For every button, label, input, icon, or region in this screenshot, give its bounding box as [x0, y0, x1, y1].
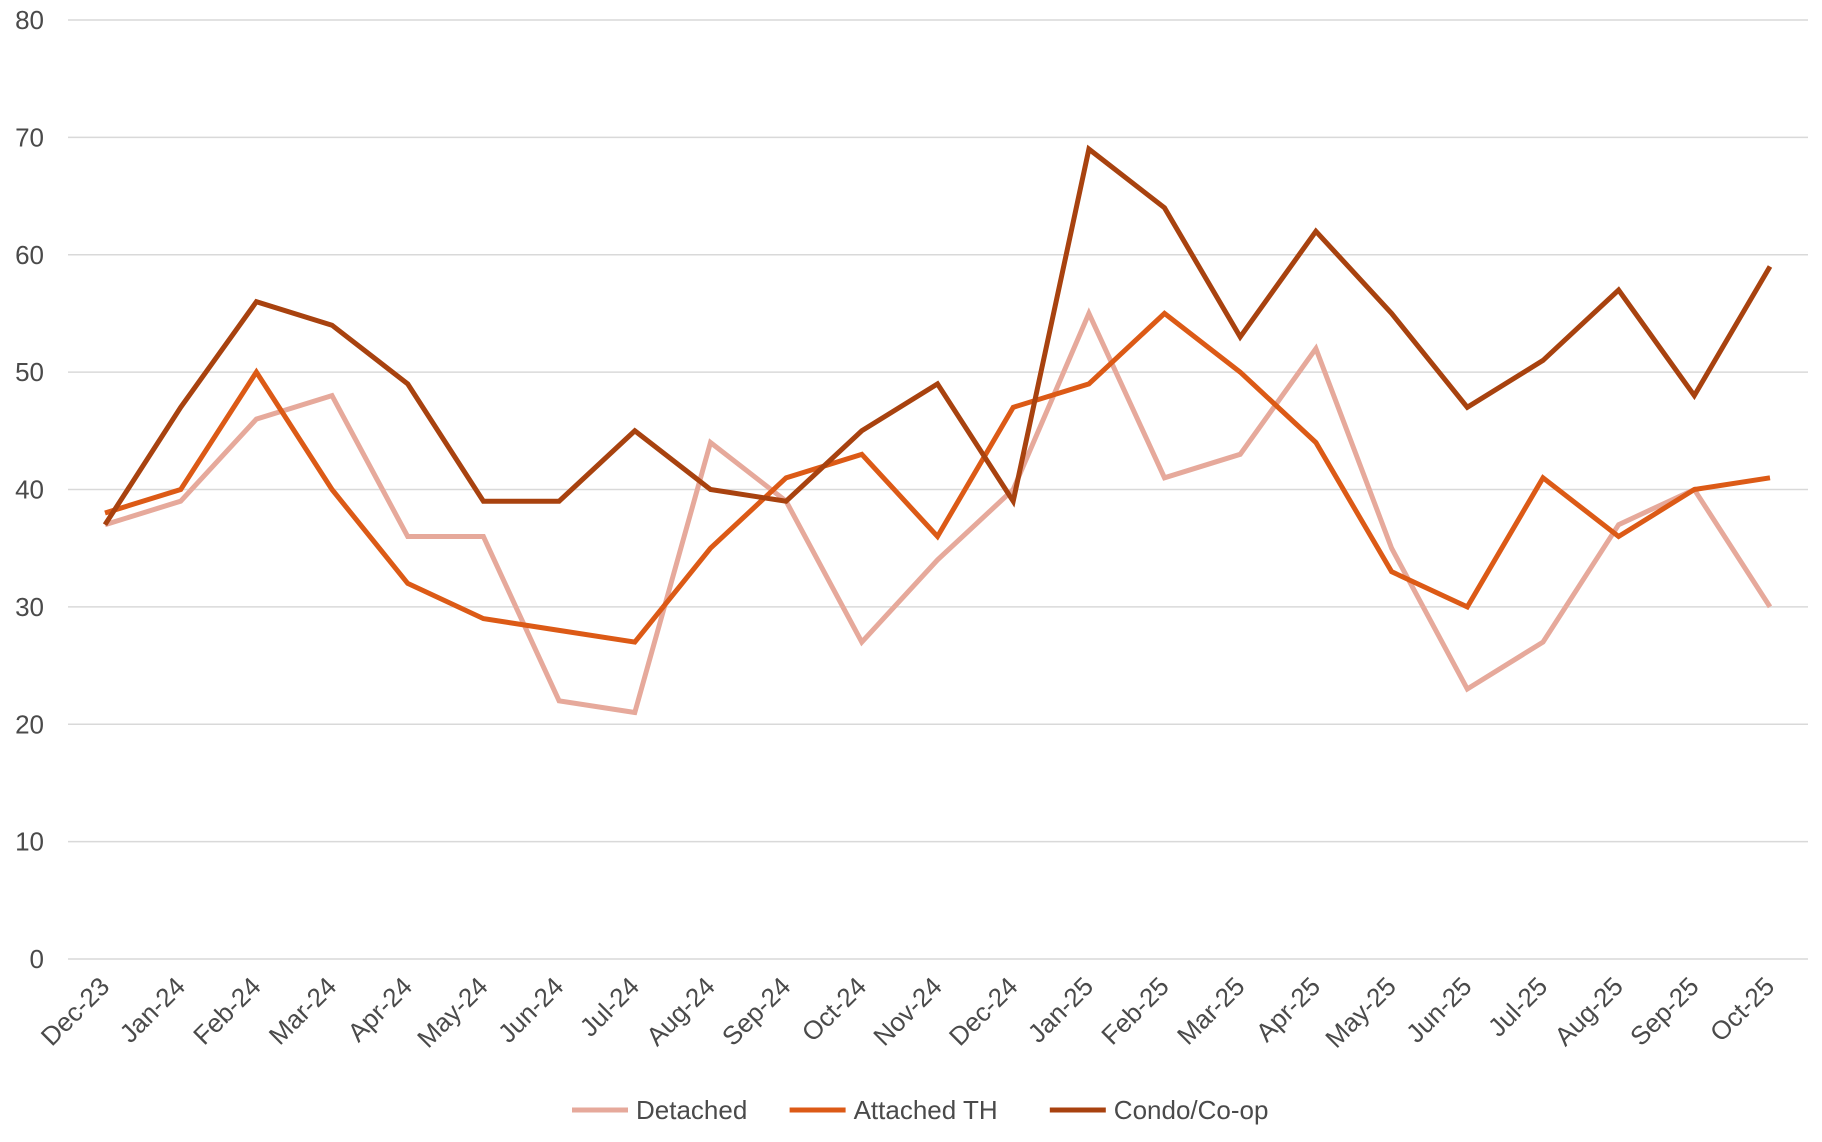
x-tick-label: Mar-24 — [263, 971, 342, 1050]
x-tick-label: Jun-25 — [1400, 971, 1477, 1048]
x-tick-label: Dec-24 — [943, 971, 1023, 1051]
x-tick-label: Feb-25 — [1095, 971, 1174, 1050]
x-tick-label: Mar-25 — [1171, 971, 1250, 1050]
x-tick-label: Apr-25 — [1250, 971, 1326, 1047]
series-line-condo-co-op — [102, 144, 1773, 527]
legend-label: Condo/Co-op — [1114, 1095, 1269, 1125]
legend-item-detached: Detached — [572, 1095, 747, 1125]
x-tick-label: Aug-24 — [640, 971, 720, 1051]
x-tick-label: Dec-23 — [35, 971, 115, 1051]
legend-label: Detached — [636, 1095, 747, 1125]
series-line-detached — [104, 307, 1773, 716]
y-tick-label: 60 — [15, 240, 44, 270]
y-tick-label: 40 — [15, 475, 44, 505]
x-tick-label: Jul-24 — [574, 971, 645, 1042]
legend-label: Attached TH — [854, 1095, 998, 1125]
x-tick-label: Oct-25 — [1704, 971, 1780, 1047]
legend-item-attached-th: Attached TH — [789, 1095, 998, 1125]
legend: Detached Attached TH Condo/Co-op — [572, 1095, 1268, 1125]
x-tick-label: Jan-25 — [1022, 971, 1099, 1048]
x-tick-label: Jan-24 — [113, 971, 190, 1048]
x-tick-label: Jun-24 — [492, 971, 569, 1048]
x-tick-label: Jul-25 — [1482, 971, 1553, 1042]
y-axis-ticks: 0 10 20 30 40 50 60 70 80 — [15, 5, 44, 974]
y-tick-label: 20 — [15, 709, 44, 739]
y-tick-label: 70 — [15, 122, 44, 152]
x-tick-label: Aug-25 — [1548, 971, 1628, 1051]
x-tick-label: Feb-24 — [187, 971, 266, 1050]
y-tick-label: 30 — [15, 592, 44, 622]
x-tick-label: Sep-24 — [716, 971, 796, 1051]
x-tick-label: Oct-24 — [796, 971, 872, 1047]
y-tick-label: 80 — [15, 5, 44, 35]
legend-item-condo-co-op: Condo/Co-op — [1049, 1095, 1269, 1125]
x-tick-label: Sep-25 — [1624, 971, 1704, 1051]
x-tick-label: May-25 — [1319, 971, 1402, 1054]
x-tick-label: Apr-24 — [342, 971, 418, 1047]
series-line-attached-th — [104, 310, 1771, 645]
y-tick-label: 0 — [30, 944, 44, 974]
gridlines — [68, 19, 1808, 960]
y-tick-label: 50 — [15, 357, 44, 387]
x-tick-label: Nov-24 — [867, 971, 947, 1051]
x-tick-label: May-24 — [411, 971, 494, 1054]
series-lines — [102, 144, 1773, 716]
y-tick-label: 10 — [15, 827, 44, 857]
